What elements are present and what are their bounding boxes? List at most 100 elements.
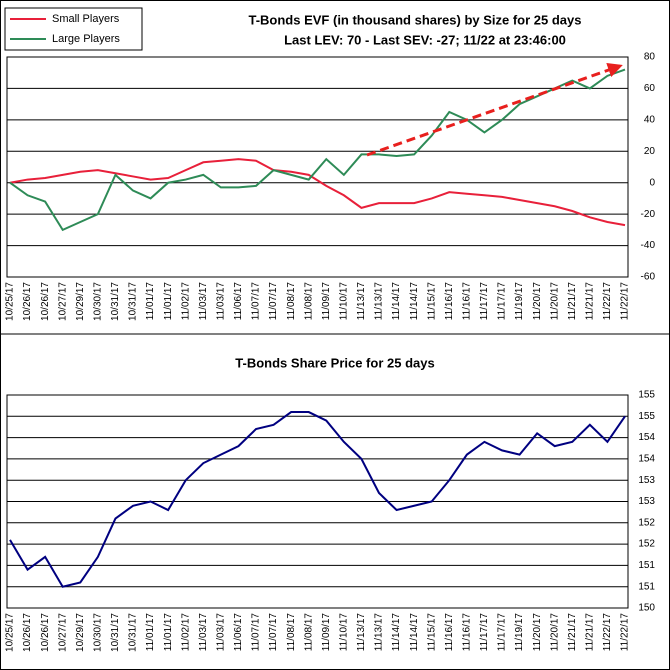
y-tick-label: 152 xyxy=(638,539,655,550)
x-tick-label: 11/03/17 xyxy=(215,282,226,321)
plot-area xyxy=(6,56,629,278)
x-tick-label: 10/30/17 xyxy=(92,282,103,321)
x-tick-label: 11/13/17 xyxy=(356,613,367,652)
y-tick-label: -40 xyxy=(641,240,656,251)
y-tick-label: 154 xyxy=(638,454,655,465)
x-tick-label: 11/08/17 xyxy=(286,613,297,652)
x-tick-label: 11/20/17 xyxy=(532,613,543,652)
x-tick-label: 11/16/17 xyxy=(444,282,455,321)
x-tick-label: 11/03/17 xyxy=(198,282,209,321)
x-tick-label: 11/17/17 xyxy=(497,282,508,321)
x-tick-label: 11/13/17 xyxy=(374,282,385,321)
y-tick-label: 60 xyxy=(644,83,656,94)
x-tick-label: 10/31/17 xyxy=(128,282,139,321)
x-tick-label: 11/02/17 xyxy=(180,613,191,652)
y-tick-label: -20 xyxy=(641,209,656,220)
x-tick-label: 10/29/17 xyxy=(75,613,86,652)
x-tick-label: 11/08/17 xyxy=(303,613,314,652)
x-tick-label: 11/01/17 xyxy=(163,282,174,321)
x-tick-label: 11/22/17 xyxy=(602,282,613,321)
y-tick-label: 150 xyxy=(638,603,655,614)
x-tick-label: 11/15/17 xyxy=(426,282,437,321)
y-tick-label: 153 xyxy=(638,496,655,507)
x-tick-label: 11/16/17 xyxy=(461,613,472,652)
x-tick-label: 10/30/17 xyxy=(92,613,103,652)
y-tick-label: 0 xyxy=(649,177,655,188)
x-tick-label: 11/14/17 xyxy=(409,613,420,652)
x-tick-label: 11/22/17 xyxy=(602,613,613,652)
x-tick-label: 11/21/17 xyxy=(584,613,595,652)
y-tick-label: 20 xyxy=(644,146,656,157)
chart-title: T-Bonds EVF (in thousand shares) by Size… xyxy=(248,12,581,27)
x-tick-label: 11/19/17 xyxy=(514,613,525,652)
x-tick-label: 11/17/17 xyxy=(479,613,490,652)
x-tick-label: 10/27/17 xyxy=(57,282,68,321)
x-tick-label: 11/08/17 xyxy=(303,282,314,321)
x-tick-label: 11/13/17 xyxy=(374,613,385,652)
x-tick-label: 11/02/17 xyxy=(180,282,191,321)
x-tick-label: 11/20/17 xyxy=(532,282,543,321)
legend-label: Small Players xyxy=(52,13,120,25)
x-tick-label: 10/27/17 xyxy=(57,613,68,652)
chart-subtitle: Last LEV: 70 - Last SEV: -27; 11/22 at 2… xyxy=(284,32,566,47)
y-tick-label: 152 xyxy=(638,517,655,528)
chart-title: T-Bonds Share Price for 25 days xyxy=(235,355,434,370)
x-tick-label: 11/01/17 xyxy=(145,282,156,321)
y-tick-label: 155 xyxy=(638,390,655,401)
x-tick-label: 11/07/17 xyxy=(268,282,279,321)
x-tick-label: 10/31/17 xyxy=(110,613,121,652)
x-tick-label: 10/26/17 xyxy=(22,613,33,652)
x-tick-label: 10/26/17 xyxy=(40,282,51,321)
x-tick-label: 11/21/17 xyxy=(567,282,578,321)
y-tick-label: 40 xyxy=(644,114,656,125)
x-tick-label: 11/19/17 xyxy=(514,282,525,321)
x-tick-label: 11/07/17 xyxy=(268,613,279,652)
x-tick-label: 10/26/17 xyxy=(40,613,51,652)
x-tick-label: 11/08/17 xyxy=(286,282,297,321)
trend-arrow xyxy=(366,62,623,157)
x-tick-label: 11/21/17 xyxy=(584,282,595,321)
x-tick-label: 11/22/17 xyxy=(620,613,631,652)
x-tick-label: 10/29/17 xyxy=(75,282,86,321)
x-tick-label: 11/22/17 xyxy=(620,282,631,321)
series-line xyxy=(9,158,626,227)
x-tick-label: 11/10/17 xyxy=(338,282,349,321)
x-tick-label: 10/25/17 xyxy=(5,282,16,321)
x-tick-label: 11/13/17 xyxy=(356,282,367,321)
x-tick-label: 11/06/17 xyxy=(233,613,244,652)
y-tick-label: 153 xyxy=(638,475,655,486)
x-tick-label: 11/17/17 xyxy=(479,282,490,321)
x-tick-label: 11/14/17 xyxy=(409,282,420,321)
y-tick-label: 80 xyxy=(644,52,656,63)
series-line xyxy=(9,411,626,588)
x-tick-label: 11/07/17 xyxy=(251,282,262,321)
y-tick-label: 155 xyxy=(638,411,655,422)
y-tick-label: 154 xyxy=(638,432,655,443)
x-tick-label: 11/14/17 xyxy=(391,613,402,652)
x-tick-label: 11/03/17 xyxy=(198,613,209,652)
legend-box xyxy=(4,7,143,51)
x-tick-label: 11/14/17 xyxy=(391,282,402,321)
x-tick-label: 11/01/17 xyxy=(145,613,156,652)
x-tick-label: 11/01/17 xyxy=(163,613,174,652)
x-tick-label: 10/26/17 xyxy=(22,282,33,321)
x-tick-label: 11/09/17 xyxy=(321,282,332,321)
x-tick-label: 10/31/17 xyxy=(128,613,139,652)
x-tick-label: 11/07/17 xyxy=(251,613,262,652)
x-tick-label: 11/17/17 xyxy=(497,613,508,652)
x-tick-label: 11/10/17 xyxy=(338,613,349,652)
x-tick-label: 11/21/17 xyxy=(567,613,578,652)
y-tick-label: -60 xyxy=(641,272,656,283)
y-tick-label: 151 xyxy=(638,560,655,571)
x-tick-label: 11/03/17 xyxy=(215,613,226,652)
x-tick-label: 11/16/17 xyxy=(461,282,472,321)
x-tick-label: 11/20/17 xyxy=(549,613,560,652)
x-tick-label: 11/20/17 xyxy=(549,282,560,321)
x-tick-label: 10/31/17 xyxy=(110,282,121,321)
series-line xyxy=(9,68,626,232)
x-tick-label: 11/15/17 xyxy=(426,613,437,652)
y-tick-label: 151 xyxy=(638,581,655,592)
x-tick-label: 11/09/17 xyxy=(321,613,332,652)
x-tick-label: 10/25/17 xyxy=(5,613,16,652)
